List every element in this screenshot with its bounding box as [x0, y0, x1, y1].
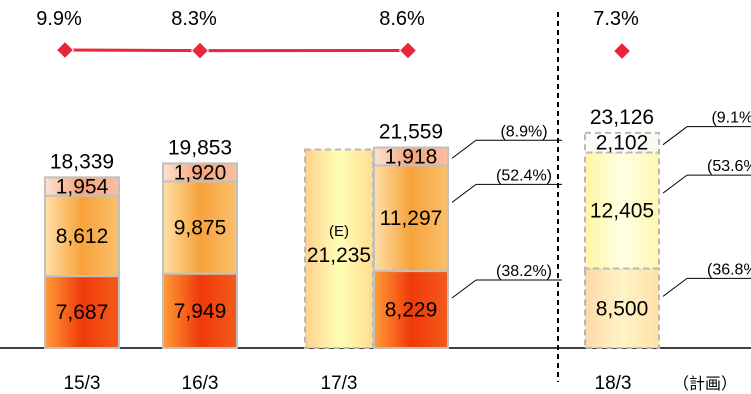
estimate-value: 21,235 — [307, 244, 371, 267]
ratio-label: 8.6% — [379, 8, 425, 30]
share-leader — [451, 279, 477, 299]
bar-estimate — [304, 148, 374, 349]
ratio-marker — [55, 40, 75, 60]
share-leader — [662, 174, 688, 194]
bar-bottom-16-3 — [162, 272, 238, 349]
ratio-label: 7.3% — [593, 8, 639, 30]
bar-bottom-15-3 — [44, 275, 120, 350]
bar-top-18-3 — [584, 131, 660, 154]
ratio-label: 9.9% — [36, 8, 82, 30]
total-label: 19,853 — [168, 136, 232, 159]
segment-label: 8,612 — [56, 225, 109, 248]
segment-label: 7,687 — [56, 301, 109, 324]
ratio-marker — [612, 41, 632, 61]
share-label: (8.9%) — [500, 123, 547, 140]
bar-bottom-17-3 — [373, 270, 449, 349]
segment-label: 9,875 — [174, 217, 227, 240]
share-label: (9.1%) — [711, 110, 751, 127]
bar-bottom-18-3 — [584, 267, 660, 349]
total-label: 21,559 — [379, 120, 443, 143]
bar-middle-17-3 — [373, 164, 449, 273]
segment-label: 1,954 — [56, 175, 109, 198]
segment-label: 8,229 — [385, 299, 438, 322]
share-label: (52.4%) — [496, 167, 552, 184]
segment-label: 2,102 — [596, 132, 649, 155]
estimate-bar-label: (E) 21,235 — [307, 223, 371, 267]
segment-label: 8,500 — [596, 297, 649, 320]
bar-middle-18-3 — [584, 151, 660, 270]
ratio-line — [64, 48, 409, 53]
segment-label: 11,297 — [380, 207, 443, 230]
segment-label: 7,949 — [174, 300, 227, 323]
x-tick-label: 18/3 — [595, 373, 632, 394]
share-label: (53.6%) — [707, 158, 751, 175]
share-label: (36.8%) — [707, 261, 751, 278]
share-callouts-layer: (38.2%) (52.4%) (8.9%) (36.8%) (53.6%) (9.1%) — [451, 110, 751, 299]
segment-label: 1,918 — [385, 145, 438, 168]
share-label: (38.2%) — [496, 263, 552, 280]
share-leader — [662, 277, 688, 297]
segment-label: 12,405 — [590, 200, 654, 223]
total-label: 18,339 — [50, 150, 114, 173]
bar-top-16-3 — [162, 162, 238, 183]
segment-label: 1,920 — [174, 161, 227, 184]
plan-note: （計画） — [673, 375, 737, 393]
total-labels-layer: 18,339 19,853 21,559 23,126 — [50, 106, 654, 173]
segment-labels-layer: 7,687 8,612 1,954 7,949 9,875 1,920 8,229 11,29… — [56, 132, 654, 324]
bars-layer — [44, 131, 660, 350]
share-leader — [451, 184, 477, 203]
x-tick-label: 17/3 — [321, 373, 358, 394]
share-leader — [662, 126, 688, 146]
ratio-line-layer: 9.9% 8.3% 8.6% 7.3% — [36, 8, 639, 61]
bar-top-17-3 — [373, 146, 449, 167]
x-tick-label: 16/3 — [182, 373, 219, 394]
share-leader — [451, 139, 477, 159]
total-label: 23,126 — [590, 106, 654, 129]
ratio-marker — [398, 41, 418, 60]
ratio-label: 8.3% — [171, 8, 217, 30]
ratio-marker — [190, 41, 210, 60]
bar-middle-16-3 — [162, 180, 238, 275]
estimate-tag: (E) — [329, 223, 349, 240]
x-tick-labels-layer: 15/3 16/3 17/3 18/3 — [64, 373, 632, 394]
x-tick-label: 15/3 — [64, 373, 101, 394]
bar-top-15-3 — [44, 176, 120, 197]
